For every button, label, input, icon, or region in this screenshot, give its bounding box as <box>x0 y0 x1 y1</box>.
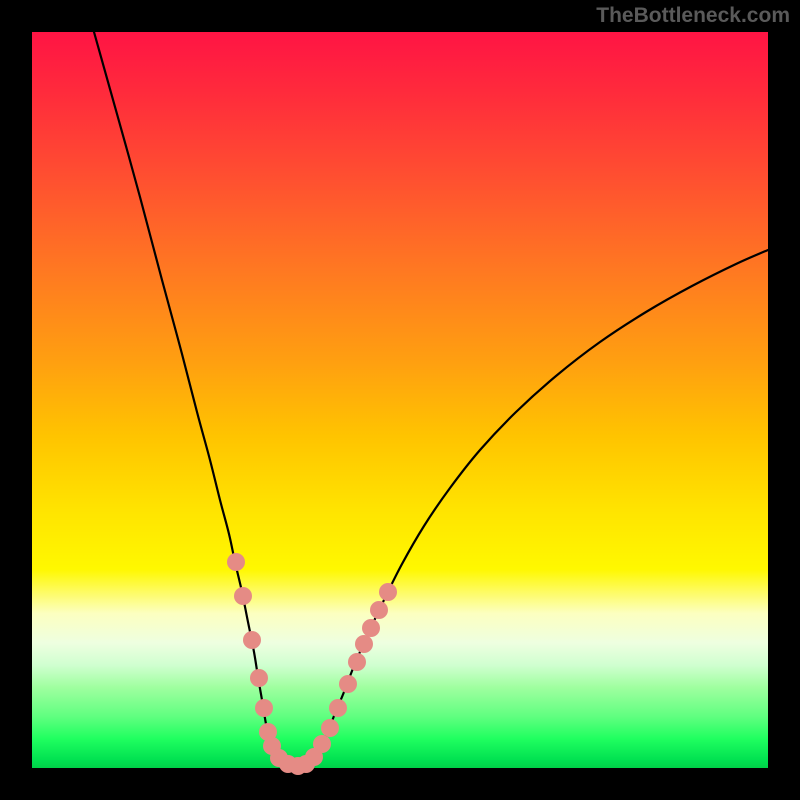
curve-marker <box>348 653 366 671</box>
chart-plot-area <box>32 32 768 768</box>
curve-marker <box>362 619 380 637</box>
curve-marker <box>234 587 252 605</box>
v-curve-path <box>94 32 768 767</box>
curve-marker <box>370 601 388 619</box>
watermark-text: TheBottleneck.com <box>596 4 790 28</box>
curve-marker <box>329 699 347 717</box>
curve-marker <box>321 719 339 737</box>
curve-marker <box>379 583 397 601</box>
curve-marker <box>339 675 357 693</box>
curve-marker <box>255 699 273 717</box>
curve-marker <box>227 553 245 571</box>
curve-marker <box>313 735 331 753</box>
bottleneck-curve <box>32 32 768 768</box>
curve-marker <box>250 669 268 687</box>
curve-marker <box>355 635 373 653</box>
curve-marker <box>243 631 261 649</box>
marker-group <box>227 553 397 775</box>
